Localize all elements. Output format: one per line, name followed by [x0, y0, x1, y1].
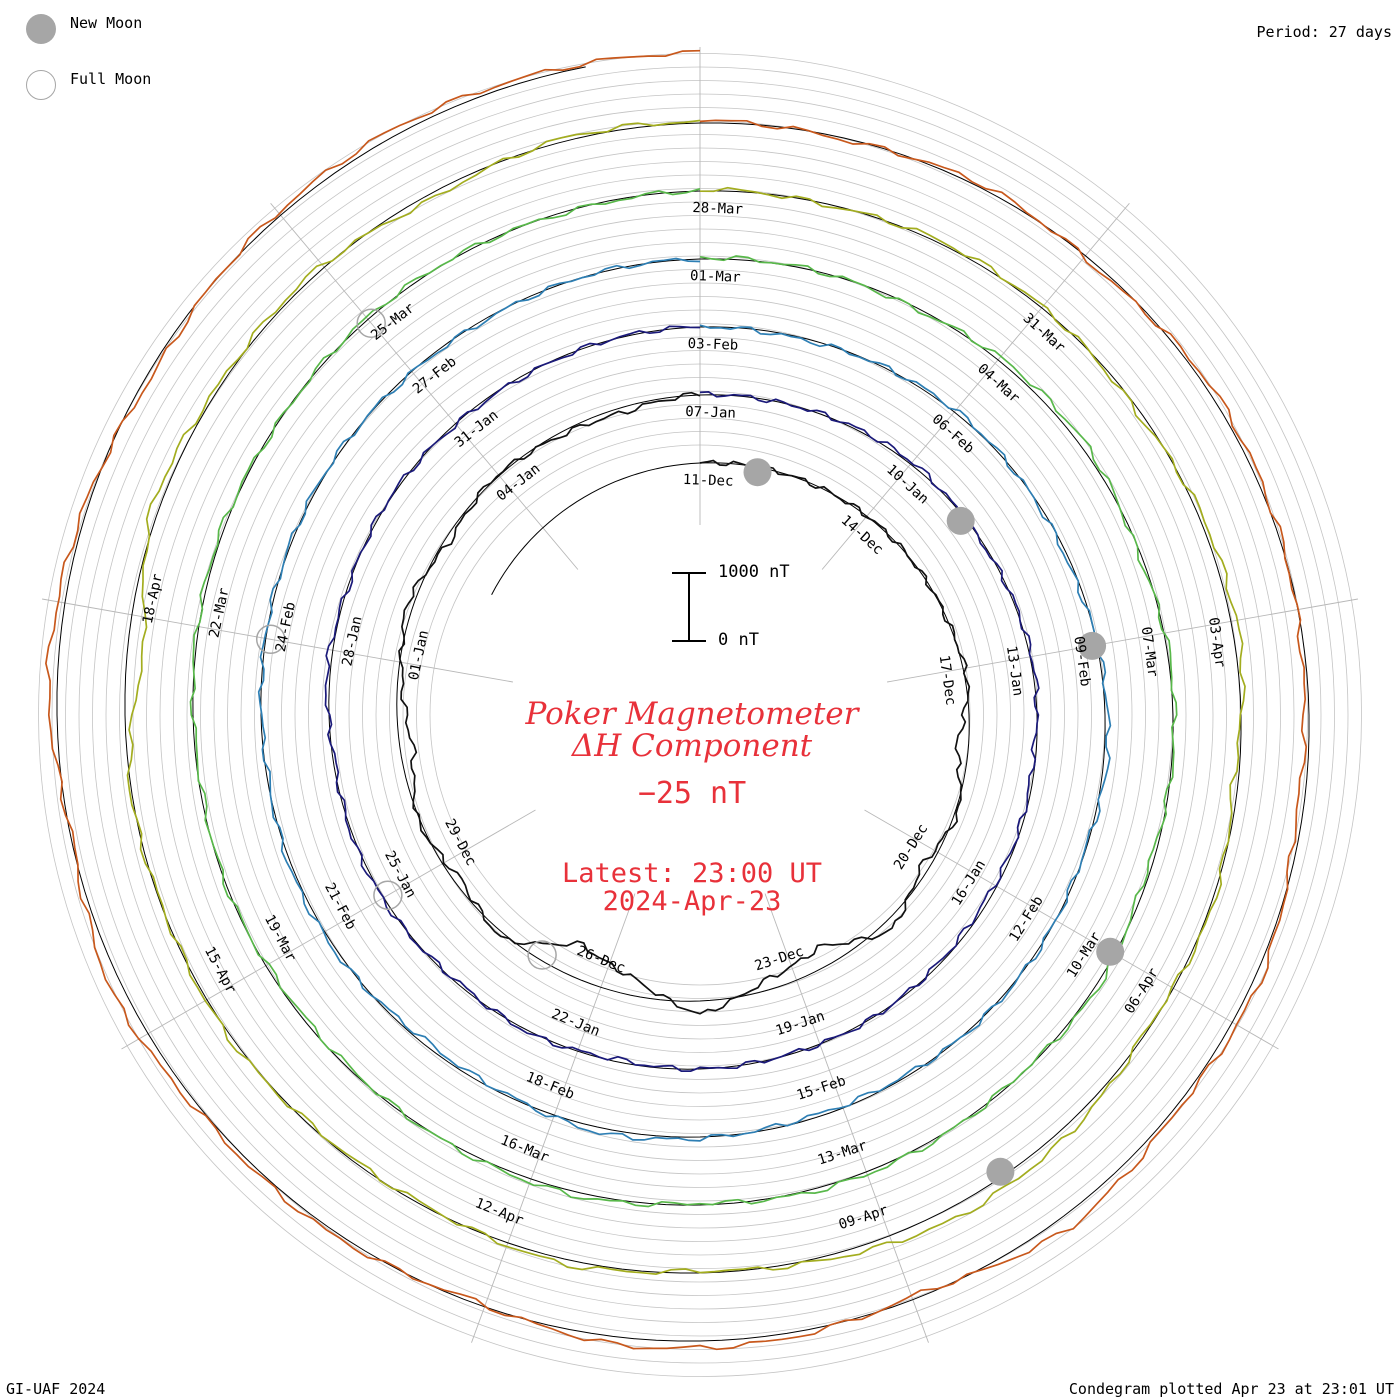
grid-spoke: [121, 809, 536, 1050]
grid-spokes: [42, 47, 1358, 1343]
title-line-2: ΔH Component: [571, 728, 813, 764]
date-label: 21-Feb: [321, 880, 359, 932]
grid-spoke: [764, 893, 929, 1343]
series-line-4: [189, 187, 1178, 1208]
series-layer: [45, 49, 1308, 1351]
moon-layer: [255, 308, 1125, 1186]
grid-spoke: [821, 203, 1130, 570]
legend-new-moon-label: New Moon: [70, 14, 143, 32]
date-label: 11-Dec: [683, 472, 734, 490]
full-moon-marker: [255, 624, 286, 655]
scale-bar-graphic: [672, 572, 706, 642]
date-label: 07-Jan: [685, 404, 736, 422]
date-label: 12-Feb: [1006, 893, 1046, 944]
new-moon-icon: [26, 14, 56, 44]
date-label: 15-Apr: [201, 944, 239, 996]
baseline-spiral: [56, 66, 1310, 1342]
full-moon-marker: [527, 940, 557, 970]
date-label: 03-Apr: [1205, 616, 1228, 668]
series-line-5: [126, 119, 1246, 1275]
date-label: 26-Dec: [575, 943, 628, 977]
date-label: 13-Jan: [1003, 645, 1026, 697]
latest-date: 2024-Apr-23: [602, 886, 782, 917]
date-label: 22-Mar: [206, 586, 232, 639]
series-line-3: [257, 257, 1112, 1142]
new-moon-marker: [1078, 631, 1107, 660]
full-moon-marker: [373, 880, 403, 910]
grid-spoke: [864, 809, 1279, 1050]
date-label: 24-Feb: [273, 601, 299, 654]
date-label: 28-Jan: [339, 615, 365, 668]
scale-top-label: 1000 nT: [718, 562, 790, 582]
grid-spoke: [42, 598, 513, 683]
date-label: 17-Dec: [936, 654, 959, 706]
new-moon-marker: [743, 458, 772, 487]
date-label: 28-Mar: [692, 200, 743, 218]
date-label: 10-Jan: [883, 462, 931, 508]
new-moon-marker: [1096, 937, 1125, 966]
full-moon-marker: [356, 308, 386, 338]
new-moon-marker: [946, 506, 975, 535]
legend-full-moon-label: Full Moon: [70, 70, 152, 88]
title-line-1: Poker Magnetometer: [525, 696, 859, 732]
date-label: 03-Feb: [687, 336, 738, 354]
date-label: 19-Jan: [774, 1008, 827, 1039]
footer-left: GI-UAF 2024: [6, 1380, 106, 1398]
series-line-6: [45, 49, 1308, 1351]
date-label: 22-Jan: [549, 1006, 602, 1040]
footer-right: Condegram plotted Apr 23 at 23:01 UT: [1068, 1380, 1394, 1398]
period-label: Period: 27 days: [1256, 23, 1392, 41]
grid-spoke: [887, 598, 1358, 683]
latest-time: Latest: 23:00 UT: [561, 858, 823, 889]
full-moon-icon: [26, 70, 56, 100]
date-label: 25-Mar: [368, 300, 418, 344]
date-label: 04-Mar: [974, 361, 1022, 407]
date-label: 01-Mar: [690, 268, 741, 286]
date-label: 31-Mar: [1020, 310, 1068, 356]
date-label: 13-Mar: [816, 1138, 869, 1169]
date-label: 19-Mar: [261, 912, 299, 964]
scale-bottom-label: 0 nT: [718, 630, 759, 650]
grid-spoke: [471, 893, 636, 1343]
date-label: 01-Jan: [406, 629, 432, 682]
series-line-1: [398, 391, 971, 1015]
date-label: 23-Dec: [753, 944, 806, 975]
date-label: 14-Dec: [838, 512, 886, 558]
date-label: 07-Mar: [1138, 626, 1161, 678]
current-value: −25 nT: [637, 776, 747, 811]
series-line-2: [324, 325, 1040, 1072]
new-moon-marker: [986, 1157, 1015, 1186]
date-label: 12-Apr: [473, 1195, 526, 1229]
date-label: 09-Feb: [1070, 635, 1093, 687]
date-label: 04-Jan: [494, 461, 544, 505]
